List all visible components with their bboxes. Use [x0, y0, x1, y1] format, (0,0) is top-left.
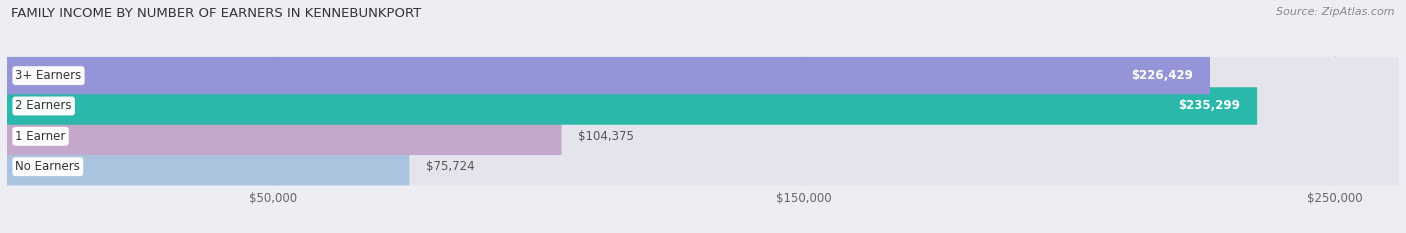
FancyBboxPatch shape	[7, 57, 1399, 94]
Text: FAMILY INCOME BY NUMBER OF EARNERS IN KENNEBUNKPORT: FAMILY INCOME BY NUMBER OF EARNERS IN KE…	[11, 7, 422, 20]
FancyBboxPatch shape	[7, 118, 1399, 155]
Text: 1 Earner: 1 Earner	[15, 130, 66, 143]
FancyBboxPatch shape	[7, 87, 1257, 125]
Text: Source: ZipAtlas.com: Source: ZipAtlas.com	[1277, 7, 1395, 17]
FancyBboxPatch shape	[7, 57, 1211, 94]
Text: No Earners: No Earners	[15, 160, 80, 173]
FancyBboxPatch shape	[7, 118, 561, 155]
Text: $226,429: $226,429	[1132, 69, 1194, 82]
Text: $75,724: $75,724	[426, 160, 475, 173]
Text: $104,375: $104,375	[578, 130, 634, 143]
FancyBboxPatch shape	[7, 148, 409, 185]
Text: $235,299: $235,299	[1178, 99, 1240, 113]
Text: 2 Earners: 2 Earners	[15, 99, 72, 113]
Text: 3+ Earners: 3+ Earners	[15, 69, 82, 82]
FancyBboxPatch shape	[7, 87, 1399, 125]
FancyBboxPatch shape	[7, 148, 1399, 185]
